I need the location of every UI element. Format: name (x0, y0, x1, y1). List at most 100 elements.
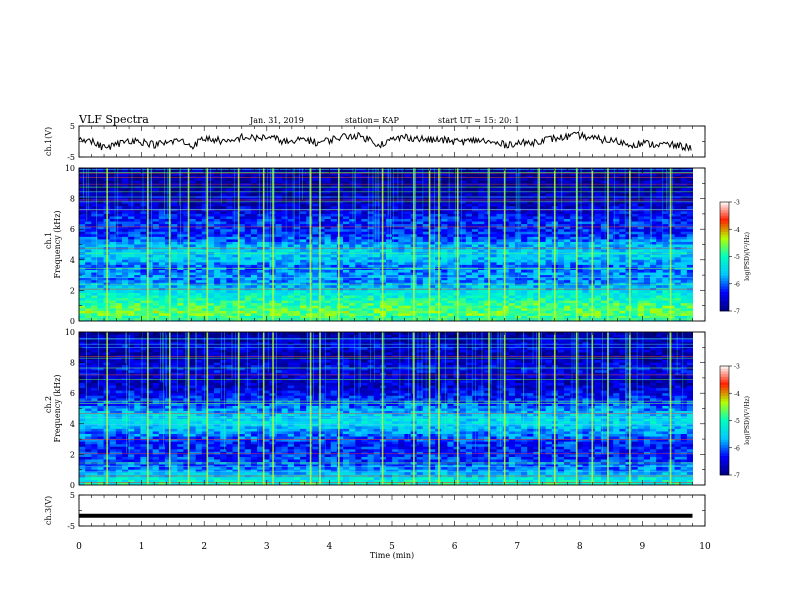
spectrogram-cell (293, 183, 301, 187)
spectrogram-cell (508, 277, 516, 281)
spectrogram-cell (79, 257, 86, 261)
spectrogram-cell (607, 267, 614, 271)
spectrogram-cell (134, 216, 141, 220)
spectrogram-cell (349, 203, 356, 207)
spectrogram-cell (250, 213, 258, 217)
spectrogram-cell (330, 285, 338, 289)
spectrogram-cell (183, 292, 190, 296)
spectrogram-cell (152, 193, 160, 197)
spectrogram-cell (232, 270, 240, 273)
spectrogram-cell (97, 229, 104, 233)
spectrogram-cell (330, 170, 338, 174)
spectrogram-cell (232, 249, 240, 253)
spectrogram-cell (140, 280, 147, 284)
spectrogram-cell (171, 180, 178, 184)
spectrogram-cell (207, 173, 215, 177)
spectrogram-cell (631, 270, 639, 273)
spectrogram-cell (404, 219, 411, 222)
spectrogram-cell (490, 285, 497, 289)
spectrogram-cell (330, 196, 338, 199)
spectrogram-cell (656, 234, 663, 238)
spectrogram-cell (177, 259, 184, 263)
spectrogram-cell (373, 226, 381, 230)
spectrogram-cell (564, 190, 571, 194)
spectrogram-cell (232, 201, 240, 205)
spectrogram-cell (582, 183, 590, 187)
spectrogram-cell (361, 229, 368, 233)
spectrogram-cell (656, 267, 663, 271)
spectrogram-cell (502, 183, 510, 187)
spectrogram-cell (441, 257, 448, 261)
spectrogram-cell (662, 267, 669, 271)
spectrogram-cell (496, 208, 504, 212)
spectrogram-cell (619, 275, 626, 279)
spectrogram-cell (244, 285, 252, 289)
spectrogram-cell (398, 175, 405, 179)
spectrogram-cell (287, 211, 295, 215)
spectrogram-cell (226, 270, 233, 273)
spectrogram-cell (146, 178, 154, 182)
spectrogram-cell (650, 221, 657, 225)
spectrogram-cell (109, 224, 117, 228)
spectrogram-cell (312, 290, 319, 294)
spectrogram-cell (539, 277, 547, 281)
spectrogram-cell (502, 201, 510, 205)
spectrogram-cell (643, 190, 651, 194)
spectrogram-cell (189, 175, 197, 179)
spectrogram-cell (171, 216, 178, 220)
spectrogram-cell (625, 180, 632, 184)
spectrogram-cell (115, 203, 123, 207)
spectrogram-cell (441, 173, 448, 177)
spectrogram-cell (263, 264, 270, 268)
spectrogram-cell (521, 208, 528, 212)
spectrogram-cell (97, 249, 104, 253)
spectrogram-cell (631, 259, 639, 263)
spectrogram-cell (220, 203, 227, 207)
spectrogram-cell (416, 170, 424, 174)
spectrogram-cell (263, 229, 270, 233)
spectrogram-cell (386, 277, 393, 281)
spectrogram-cell (207, 193, 215, 197)
spectrogram-cell (367, 211, 375, 215)
spectrogram-cell (361, 203, 368, 207)
spectrogram-cell (355, 224, 362, 228)
spectrogram-cell (398, 190, 405, 194)
spectrogram-cell (662, 216, 669, 220)
spectrogram-cell (263, 262, 270, 266)
spectrogram-cell (465, 219, 473, 222)
spectrogram-cell (631, 285, 639, 289)
spectrogram-cell (97, 270, 104, 273)
spectrogram-cell (533, 241, 540, 245)
spectrogram-cell (355, 211, 362, 215)
spectrogram-cell (465, 201, 473, 205)
spectrogram-cell (662, 264, 669, 268)
spectrogram-cell (686, 267, 693, 271)
spectrogram-cell (349, 224, 356, 228)
spectrogram-cell (600, 241, 608, 245)
spectrogram-cell (613, 216, 620, 220)
spectrogram-cell (447, 183, 454, 187)
spectrogram-cell (496, 239, 504, 243)
spectrogram-cell (79, 239, 86, 243)
spectrogram-cell (564, 208, 571, 212)
spectrogram-cell (392, 236, 399, 240)
spectrogram-cell (662, 234, 669, 238)
spectrogram-cell (91, 203, 98, 207)
spectrogram-cell (238, 224, 246, 228)
spectrogram-cell (232, 259, 240, 263)
spectrogram-cell (79, 270, 86, 273)
spectrogram-cell (220, 229, 227, 233)
spectrogram-cell (680, 211, 688, 215)
spectrogram-cell (171, 208, 178, 212)
spectrogram-cell (643, 234, 651, 238)
spectrogram-cell (164, 236, 172, 240)
spectrogram-cell (643, 175, 651, 179)
spectrogram-cell (478, 236, 485, 240)
spectrogram-cell (570, 175, 577, 179)
spectrogram-cell (594, 292, 602, 296)
spectrogram-cell (115, 201, 123, 205)
spectrogram-cell (293, 267, 301, 271)
spectrogram-cell (631, 290, 639, 294)
spectrogram-cell (293, 173, 301, 177)
spectrogram-cell (576, 221, 583, 225)
